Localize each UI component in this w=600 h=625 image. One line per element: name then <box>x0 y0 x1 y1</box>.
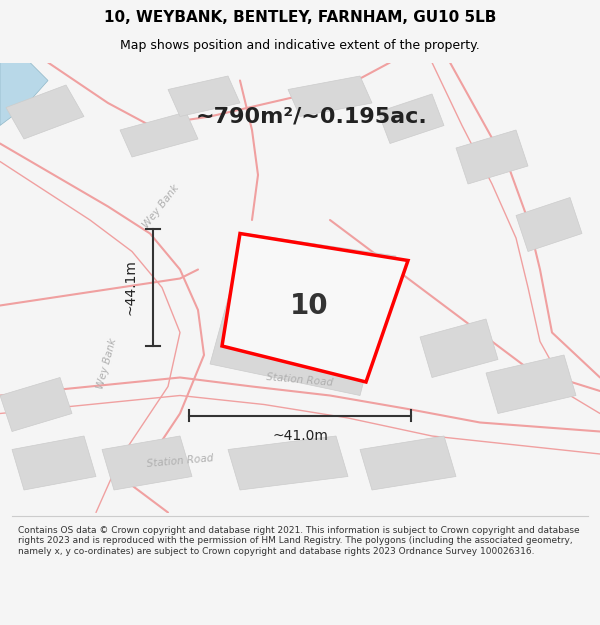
Polygon shape <box>210 234 396 396</box>
Polygon shape <box>6 85 84 139</box>
Polygon shape <box>360 436 456 490</box>
Polygon shape <box>0 378 72 431</box>
Text: ~44.1m: ~44.1m <box>124 259 138 316</box>
Polygon shape <box>12 436 96 490</box>
Polygon shape <box>420 319 498 378</box>
Text: ~790m²/~0.195ac.: ~790m²/~0.195ac. <box>196 106 428 126</box>
Text: ~41.0m: ~41.0m <box>272 429 328 443</box>
Text: Map shows position and indicative extent of the property.: Map shows position and indicative extent… <box>120 39 480 51</box>
Polygon shape <box>288 76 372 116</box>
Polygon shape <box>378 94 444 144</box>
Polygon shape <box>516 198 582 251</box>
Polygon shape <box>102 436 192 490</box>
Text: Station Road: Station Road <box>146 453 214 469</box>
Polygon shape <box>486 355 576 414</box>
Polygon shape <box>228 436 348 490</box>
Polygon shape <box>168 76 240 116</box>
Polygon shape <box>456 130 528 184</box>
Text: 10, WEYBANK, BENTLEY, FARNHAM, GU10 5LB: 10, WEYBANK, BENTLEY, FARNHAM, GU10 5LB <box>104 10 496 25</box>
Text: Station Road: Station Road <box>266 372 334 388</box>
Polygon shape <box>120 112 198 157</box>
Text: Contains OS data © Crown copyright and database right 2021. This information is : Contains OS data © Crown copyright and d… <box>18 526 580 556</box>
Polygon shape <box>222 234 408 382</box>
Polygon shape <box>0 62 48 126</box>
Text: Wey Bank: Wey Bank <box>95 338 118 391</box>
Text: 10: 10 <box>290 291 328 319</box>
Text: Wey Bank: Wey Bank <box>141 183 181 230</box>
